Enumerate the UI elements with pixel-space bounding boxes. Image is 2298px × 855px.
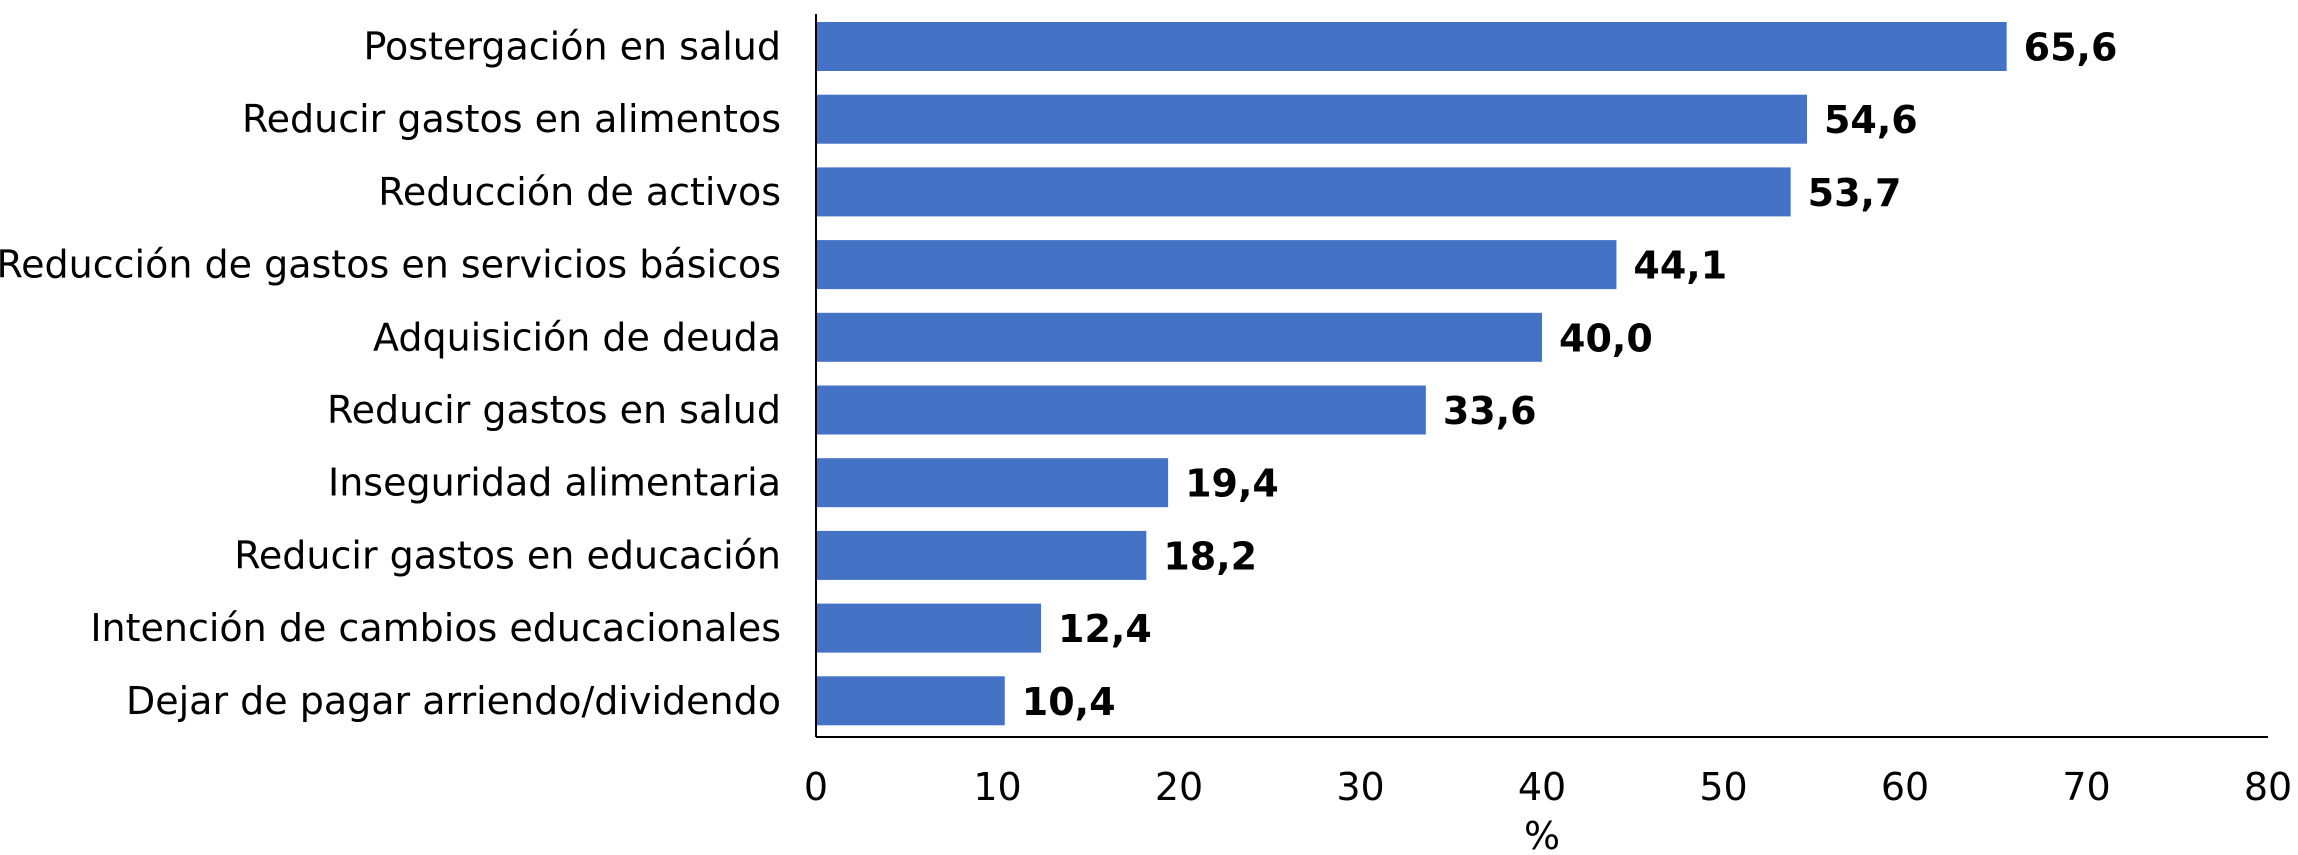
- value-label: 53,7: [1808, 171, 1902, 215]
- x-tick-label: 60: [1881, 765, 1929, 809]
- bar: [817, 167, 1791, 217]
- x-tick-labels: 0 10 20 30 40 50 60 70 80: [804, 765, 2292, 809]
- bar: [817, 458, 1169, 508]
- category-label: Reducir gastos en alimentos: [242, 97, 781, 141]
- x-tick-label: 10: [973, 765, 1021, 809]
- category-label: Dejar de pagar arriendo/dividendo: [126, 679, 781, 723]
- bars: [817, 22, 2007, 726]
- value-label: 19,4: [1185, 462, 1279, 506]
- category-label: Reducir gastos en educación: [234, 533, 781, 577]
- category-label: Intención de cambios educacionales: [90, 606, 781, 650]
- value-label: 10,4: [1022, 680, 1116, 724]
- value-label: 54,6: [1824, 98, 1918, 142]
- x-tick-label: 0: [804, 765, 828, 809]
- bar: [817, 603, 1042, 653]
- bar: [817, 22, 2007, 71]
- bar: [817, 385, 1426, 435]
- bar: [817, 530, 1147, 580]
- category-label: Reducción de gastos en servicios básicos: [0, 243, 781, 287]
- value-label: 44,1: [1633, 244, 1727, 288]
- x-tick-label: 50: [1699, 765, 1747, 809]
- bar: [817, 676, 1005, 726]
- category-label: Reducción de activos: [378, 170, 781, 214]
- value-label: 65,6: [2024, 26, 2118, 70]
- bar: [817, 94, 1807, 144]
- bar: [817, 312, 1542, 362]
- category-label: Postergación en salud: [364, 25, 782, 69]
- value-label: 40,0: [1559, 316, 1653, 360]
- bar: [817, 240, 1617, 290]
- x-tick-label: 70: [2062, 765, 2110, 809]
- x-tick-label: 40: [1518, 765, 1566, 809]
- x-tick-label: 30: [1336, 765, 1384, 809]
- category-label: Inseguridad alimentaria: [328, 461, 781, 505]
- x-tick-label: 80: [2244, 765, 2292, 809]
- value-labels: 65,6 54,6 53,7 44,1 40,0 33,6 19,4 18,212,4 10,4: [1022, 26, 2118, 724]
- category-label: Reducir gastos en salud: [327, 388, 781, 432]
- value-label: 18,2: [1163, 534, 1257, 578]
- category-labels: Postergación en salud Reducir gastos en a…: [0, 25, 781, 723]
- value-label: 12,4: [1058, 607, 1152, 651]
- x-tick-label: 20: [1155, 765, 1203, 809]
- value-label: 33,6: [1443, 389, 1537, 433]
- category-label: Adquisición de deuda: [373, 315, 781, 359]
- x-axis-title: %: [1524, 814, 1560, 855]
